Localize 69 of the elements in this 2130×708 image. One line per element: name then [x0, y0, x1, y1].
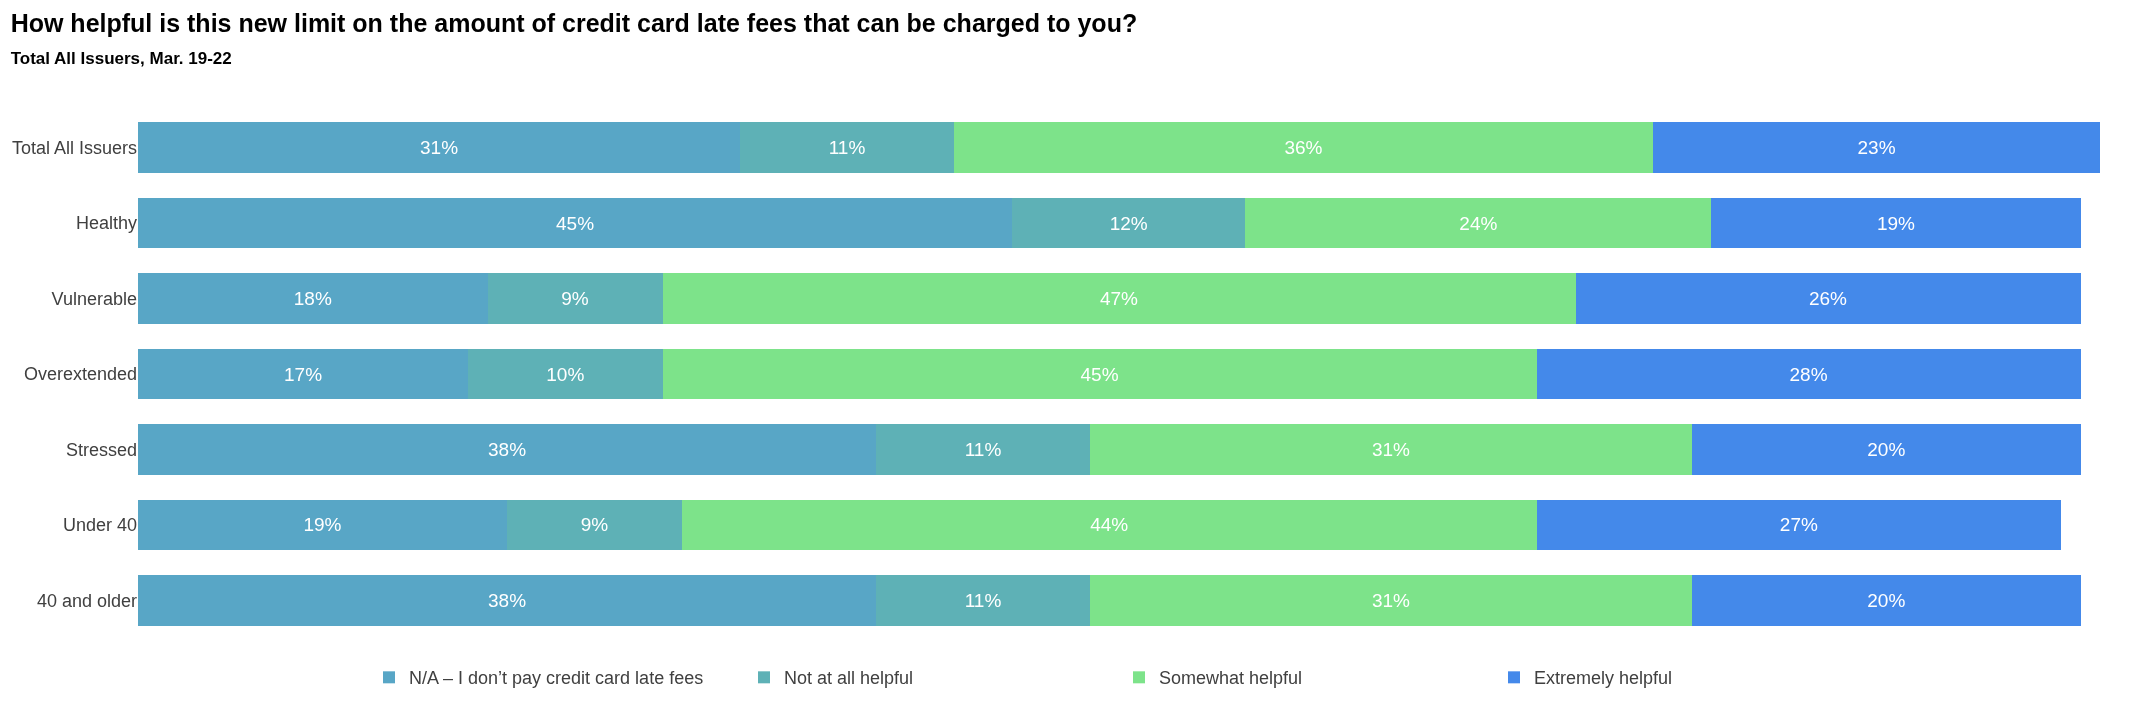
- data-label: 20%: [1867, 589, 1906, 611]
- data-label: 9%: [561, 288, 589, 310]
- y-tick-label: Healthy: [75, 213, 137, 234]
- bar: [138, 273, 488, 324]
- bar: [1692, 424, 2081, 475]
- bar: [1536, 499, 2062, 551]
- legend-label: N/A – I don’t pay credit card late fees: [409, 668, 704, 689]
- bar: [1692, 575, 2081, 626]
- data-label: 19%: [303, 514, 342, 536]
- data-label: 47%: [1099, 288, 1139, 310]
- bar: [1711, 197, 2081, 249]
- data-label: 11%: [964, 438, 1002, 460]
- data-label: 12%: [1109, 212, 1148, 234]
- bar: [487, 273, 663, 324]
- bar: [1012, 197, 1246, 249]
- data-label: 38%: [488, 438, 527, 460]
- legend-label: Somewhat helpful: [1159, 668, 1303, 689]
- bar: [876, 575, 1090, 626]
- data-label: 20%: [1867, 438, 1906, 460]
- y-tick-label: Vulnerable: [51, 288, 137, 309]
- bar: [662, 348, 1537, 400]
- data-label: 45%: [556, 212, 595, 234]
- bar: [662, 273, 1576, 324]
- bar: [1653, 122, 2100, 173]
- data-label: 31%: [1371, 438, 1411, 460]
- bar: [138, 575, 877, 626]
- bar: [1089, 575, 1693, 626]
- data-label: 23%: [1857, 137, 1896, 159]
- y-tick-label: Overextended: [23, 364, 137, 385]
- y-tick-label: 40 and older: [36, 590, 137, 611]
- data-label: 31%: [420, 137, 459, 159]
- data-label: 44%: [1090, 514, 1129, 536]
- bar: [681, 499, 1537, 551]
- bar: [1536, 348, 2081, 400]
- data-label: 9%: [580, 514, 609, 536]
- bar: [138, 499, 508, 551]
- bar: [138, 122, 741, 173]
- data-label: 31%: [1371, 589, 1411, 611]
- data-label: 26%: [1808, 288, 1848, 310]
- bar: [1245, 197, 1712, 249]
- bar: [953, 122, 1654, 173]
- bar: [740, 122, 954, 173]
- bar: [1575, 273, 2081, 324]
- data-label: 10%: [546, 363, 585, 385]
- bar: [138, 348, 469, 400]
- data-label: 45%: [1080, 363, 1119, 385]
- bar: [1089, 424, 1693, 475]
- data-label: 18%: [293, 288, 332, 310]
- bar: [138, 197, 1013, 249]
- bar: [138, 424, 877, 475]
- data-label: 11%: [964, 589, 1002, 611]
- y-tick-label: Total All Issuers: [11, 138, 137, 159]
- legend-label: Not at all helpful: [784, 668, 914, 689]
- bar: [468, 348, 663, 400]
- bar: [507, 499, 682, 551]
- data-label: 19%: [1876, 212, 1916, 234]
- data-label: 28%: [1789, 363, 1828, 385]
- data-label: 24%: [1459, 212, 1498, 234]
- data-label: 27%: [1779, 514, 1818, 536]
- legend-label: Extremely helpful: [1534, 668, 1673, 689]
- bar: [876, 424, 1090, 475]
- data-label: 17%: [284, 363, 323, 385]
- data-label: 38%: [488, 589, 527, 611]
- data-label: 36%: [1284, 137, 1323, 159]
- y-tick-label: Stressed: [65, 439, 137, 460]
- chart-subtitle: Total All Issuers, Mar. 19-22: [10, 49, 232, 69]
- y-tick-label: Under 40: [62, 515, 137, 536]
- data-label: 11%: [828, 137, 866, 159]
- chart-title: How helpful is this new limit on the amount of credit card late fees that can be charged to you?: [10, 8, 1138, 37]
